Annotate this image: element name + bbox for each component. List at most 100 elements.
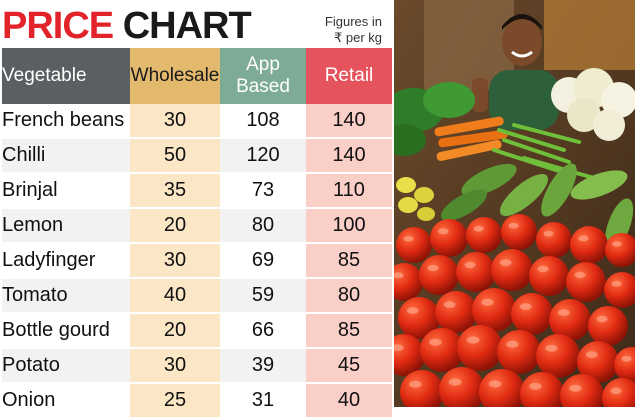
tomato-highlight — [610, 387, 622, 395]
tomato-highlight — [519, 303, 532, 311]
tomato — [520, 372, 564, 407]
tomato — [419, 255, 459, 295]
cell-vegetable: Onion — [2, 383, 130, 419]
cell-vegetable: French beans — [2, 104, 130, 139]
tomato — [501, 214, 537, 250]
tomato-pile — [394, 214, 635, 407]
cell-vegetable: Ladyfinger — [2, 243, 130, 279]
tomato — [457, 325, 503, 371]
tomato — [577, 341, 619, 383]
tomato — [566, 262, 606, 302]
cell-app-based-price: 73 — [220, 173, 306, 209]
tomato-highlight — [621, 355, 632, 362]
cell-vegetable: Lemon — [2, 208, 130, 244]
tomato — [394, 334, 425, 376]
tomato-highlight — [437, 228, 449, 235]
column-header-vegetable: Vegetable — [2, 48, 130, 104]
tomato-highlight — [394, 344, 404, 352]
tomato-highlight — [394, 272, 404, 279]
column-header-wholesale: Wholesale — [130, 48, 220, 104]
tomato-highlight — [545, 344, 558, 352]
carrot-pile — [434, 116, 508, 162]
tomato-highlight — [409, 380, 422, 388]
cell-retail-price: 45 — [306, 348, 392, 384]
tomato — [456, 252, 496, 292]
column-header-retail: Retail — [306, 48, 392, 104]
tomato — [398, 297, 440, 339]
tomato-highlight — [488, 380, 502, 388]
lemon-pile — [396, 177, 435, 221]
tomato — [604, 272, 635, 308]
table-body: French beans 30 108 140 Chilli 50 120 140 Brinja… — [2, 104, 392, 419]
tomato — [529, 256, 569, 296]
cell-vegetable: Chilli — [2, 138, 130, 174]
tomato — [570, 226, 608, 264]
unit-note: Figures in ₹ per kg — [272, 14, 382, 46]
cell-app-based-price: 69 — [220, 243, 306, 279]
vegetable-stall-illustration — [394, 0, 635, 407]
cell-vegetable: Potato — [2, 348, 130, 384]
tomato-highlight — [612, 241, 622, 247]
cell-wholesale-price: 35 — [130, 173, 220, 209]
tomato-highlight — [557, 309, 570, 317]
cell-wholesale-price: 20 — [130, 313, 220, 349]
tomato — [536, 222, 572, 258]
table-row: French beans 30 108 140 — [2, 104, 392, 139]
tomato — [400, 370, 444, 407]
leafy-greens — [394, 82, 475, 156]
table-header-row: Vegetable Wholesale App Based Retail — [2, 48, 392, 104]
cucumber-pile — [440, 163, 634, 252]
cell-retail-price: 140 — [306, 138, 392, 174]
table-row: Brinjal 35 73 110 — [2, 173, 392, 209]
chart-title: PRICE CHART — [2, 5, 252, 47]
bean-pile — [492, 123, 596, 180]
vendor-figure — [472, 14, 559, 130]
cell-wholesale-price: 30 — [130, 104, 220, 139]
cell-retail-price: 140 — [306, 104, 392, 139]
cell-vegetable: Brinjal — [2, 173, 130, 209]
cell-app-based-price: 66 — [220, 313, 306, 349]
title-word-chart: CHART — [122, 5, 252, 47]
tomato-highlight — [406, 307, 419, 315]
cell-wholesale-price: 50 — [130, 138, 220, 174]
tomato — [430, 219, 468, 257]
cell-vegetable: Bottle gourd — [2, 313, 130, 349]
cauliflower-pile — [551, 68, 635, 141]
app-based-header-text: App Based — [220, 54, 306, 98]
cell-retail-price: 85 — [306, 243, 392, 279]
cell-retail-price: 110 — [306, 173, 392, 209]
tomato — [439, 367, 485, 407]
tomato-highlight — [473, 225, 484, 232]
column-header-app-based: App Based — [220, 48, 306, 104]
unit-note-line-2: ₹ per kg — [333, 30, 382, 45]
cell-wholesale-price: 20 — [130, 208, 220, 244]
tomato — [605, 233, 635, 267]
tomato-highlight — [577, 235, 589, 242]
app-based-header-line-1: App — [246, 54, 280, 75]
tomato — [588, 306, 628, 346]
title-word-price: PRICE — [2, 5, 114, 47]
tomato-highlight — [403, 235, 414, 242]
cell-wholesale-price: 30 — [130, 348, 220, 384]
cell-app-based-price: 39 — [220, 348, 306, 384]
cell-retail-price: 40 — [306, 383, 392, 419]
table-row: Tomato 40 59 80 — [2, 278, 392, 314]
tomato — [536, 334, 580, 378]
tomato-highlight — [464, 261, 476, 269]
cell-wholesale-price: 25 — [130, 383, 220, 419]
tomato-highlight — [481, 298, 494, 306]
tomato — [560, 374, 604, 407]
tomato-highlight — [429, 338, 442, 346]
tomato — [491, 249, 533, 291]
tomato-highlight — [543, 230, 554, 237]
cell-app-based-price: 31 — [220, 383, 306, 419]
tomato — [435, 291, 477, 333]
cell-retail-price: 85 — [306, 313, 392, 349]
tomato-highlight — [537, 265, 549, 273]
price-chart-panel: PRICE CHART Figures in ₹ per kg Vegetabl… — [2, 5, 392, 419]
cell-vegetable: Tomato — [2, 278, 130, 314]
tomato-highlight — [448, 378, 462, 386]
tomato — [466, 217, 502, 253]
cell-app-based-price: 120 — [220, 138, 306, 174]
cell-retail-price: 80 — [306, 278, 392, 314]
